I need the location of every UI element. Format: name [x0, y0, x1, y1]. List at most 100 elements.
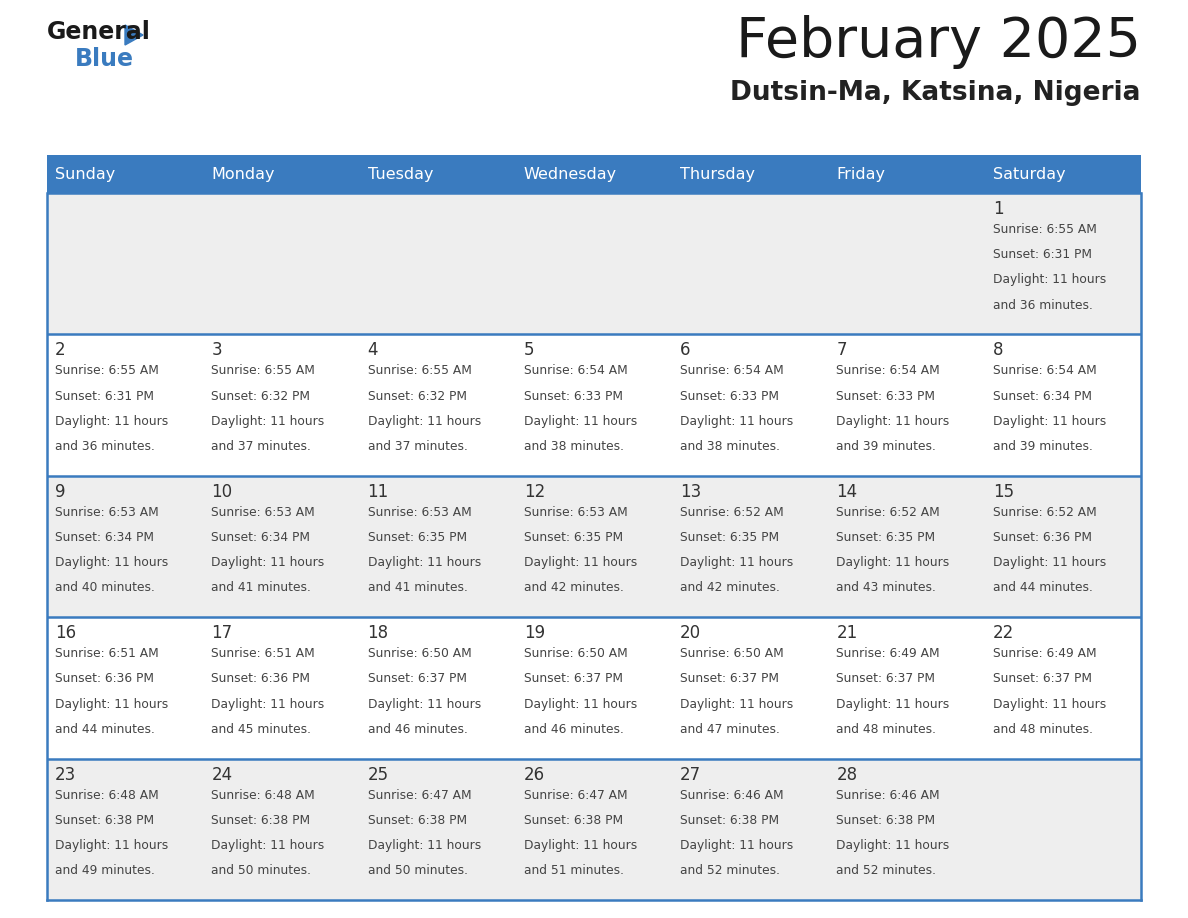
Bar — [48, 758, 203, 900]
Text: and 44 minutes.: and 44 minutes. — [55, 722, 154, 736]
Bar — [985, 193, 1140, 334]
Text: Sunrise: 6:51 AM: Sunrise: 6:51 AM — [55, 647, 159, 660]
Text: Sunrise: 6:50 AM: Sunrise: 6:50 AM — [367, 647, 472, 660]
Text: Monday: Monday — [211, 166, 274, 182]
Text: and 38 minutes.: and 38 minutes. — [681, 440, 781, 453]
Text: Daylight: 11 hours: Daylight: 11 hours — [993, 556, 1106, 569]
Text: Sunset: 6:37 PM: Sunset: 6:37 PM — [681, 672, 779, 686]
Bar — [516, 193, 672, 334]
Text: Daylight: 11 hours: Daylight: 11 hours — [211, 415, 324, 428]
Text: Sunrise: 6:51 AM: Sunrise: 6:51 AM — [211, 647, 315, 660]
Bar — [828, 476, 985, 617]
Text: Sunset: 6:38 PM: Sunset: 6:38 PM — [524, 813, 623, 827]
Text: Daylight: 11 hours: Daylight: 11 hours — [524, 698, 637, 711]
Text: Sunset: 6:38 PM: Sunset: 6:38 PM — [836, 813, 936, 827]
Text: Sunrise: 6:55 AM: Sunrise: 6:55 AM — [367, 364, 472, 377]
Text: Saturday: Saturday — [993, 166, 1066, 182]
Text: and 48 minutes.: and 48 minutes. — [836, 722, 936, 736]
Text: 26: 26 — [524, 766, 545, 784]
Text: and 43 minutes.: and 43 minutes. — [836, 581, 936, 594]
Text: Daylight: 11 hours: Daylight: 11 hours — [993, 274, 1106, 286]
Text: Daylight: 11 hours: Daylight: 11 hours — [836, 839, 949, 852]
Text: Daylight: 11 hours: Daylight: 11 hours — [211, 839, 324, 852]
Text: 14: 14 — [836, 483, 858, 501]
Text: 17: 17 — [211, 624, 233, 643]
Text: February 2025: February 2025 — [737, 15, 1140, 69]
Bar — [203, 193, 360, 334]
Text: Daylight: 11 hours: Daylight: 11 hours — [524, 556, 637, 569]
Polygon shape — [125, 25, 143, 45]
Text: and 42 minutes.: and 42 minutes. — [681, 581, 781, 594]
Bar — [203, 617, 360, 758]
Text: Sunset: 6:38 PM: Sunset: 6:38 PM — [367, 813, 467, 827]
Text: and 42 minutes.: and 42 minutes. — [524, 581, 624, 594]
Bar — [360, 334, 516, 476]
Text: Sunrise: 6:49 AM: Sunrise: 6:49 AM — [993, 647, 1097, 660]
Text: Sunset: 6:32 PM: Sunset: 6:32 PM — [367, 389, 467, 403]
Text: and 48 minutes.: and 48 minutes. — [993, 722, 1093, 736]
Text: Sunrise: 6:53 AM: Sunrise: 6:53 AM — [524, 506, 627, 519]
Text: 18: 18 — [367, 624, 388, 643]
Text: Daylight: 11 hours: Daylight: 11 hours — [367, 556, 481, 569]
Text: Daylight: 11 hours: Daylight: 11 hours — [55, 839, 169, 852]
Text: 11: 11 — [367, 483, 388, 501]
Text: Sunrise: 6:46 AM: Sunrise: 6:46 AM — [836, 789, 940, 801]
Text: 6: 6 — [681, 341, 690, 360]
Bar — [203, 476, 360, 617]
Text: Sunrise: 6:55 AM: Sunrise: 6:55 AM — [993, 223, 1097, 236]
Text: 25: 25 — [367, 766, 388, 784]
Text: and 46 minutes.: and 46 minutes. — [524, 722, 624, 736]
Text: Sunrise: 6:48 AM: Sunrise: 6:48 AM — [211, 789, 315, 801]
Text: Sunrise: 6:46 AM: Sunrise: 6:46 AM — [681, 789, 784, 801]
Text: and 37 minutes.: and 37 minutes. — [211, 440, 311, 453]
Text: 28: 28 — [836, 766, 858, 784]
Text: and 49 minutes.: and 49 minutes. — [55, 864, 154, 878]
Text: 15: 15 — [993, 483, 1013, 501]
Bar — [672, 193, 828, 334]
Text: Sunset: 6:35 PM: Sunset: 6:35 PM — [836, 531, 936, 544]
Text: Thursday: Thursday — [681, 166, 756, 182]
Bar — [516, 476, 672, 617]
Text: Sunset: 6:35 PM: Sunset: 6:35 PM — [367, 531, 467, 544]
Text: Sunset: 6:37 PM: Sunset: 6:37 PM — [367, 672, 467, 686]
Text: and 51 minutes.: and 51 minutes. — [524, 864, 624, 878]
Text: Daylight: 11 hours: Daylight: 11 hours — [55, 556, 169, 569]
Text: Sunset: 6:34 PM: Sunset: 6:34 PM — [211, 531, 310, 544]
Text: 19: 19 — [524, 624, 545, 643]
Text: Daylight: 11 hours: Daylight: 11 hours — [836, 698, 949, 711]
Text: 5: 5 — [524, 341, 535, 360]
Bar — [360, 193, 516, 334]
Text: Daylight: 11 hours: Daylight: 11 hours — [367, 415, 481, 428]
Text: and 39 minutes.: and 39 minutes. — [993, 440, 1093, 453]
Text: Sunset: 6:37 PM: Sunset: 6:37 PM — [993, 672, 1092, 686]
Bar — [985, 617, 1140, 758]
Text: Sunrise: 6:53 AM: Sunrise: 6:53 AM — [55, 506, 159, 519]
Text: 12: 12 — [524, 483, 545, 501]
Bar — [360, 476, 516, 617]
Bar — [985, 758, 1140, 900]
Text: and 37 minutes.: and 37 minutes. — [367, 440, 467, 453]
Bar — [48, 334, 203, 476]
Text: Daylight: 11 hours: Daylight: 11 hours — [367, 698, 481, 711]
Text: Sunset: 6:36 PM: Sunset: 6:36 PM — [993, 531, 1092, 544]
Text: and 40 minutes.: and 40 minutes. — [55, 581, 154, 594]
Text: Sunset: 6:31 PM: Sunset: 6:31 PM — [993, 248, 1092, 262]
Bar — [48, 193, 203, 334]
Text: Daylight: 11 hours: Daylight: 11 hours — [836, 415, 949, 428]
Text: Daylight: 11 hours: Daylight: 11 hours — [993, 698, 1106, 711]
Text: Sunset: 6:34 PM: Sunset: 6:34 PM — [55, 531, 154, 544]
Text: and 52 minutes.: and 52 minutes. — [681, 864, 781, 878]
Text: Wednesday: Wednesday — [524, 166, 617, 182]
Text: 7: 7 — [836, 341, 847, 360]
Text: Sunset: 6:35 PM: Sunset: 6:35 PM — [681, 531, 779, 544]
Text: Tuesday: Tuesday — [367, 166, 434, 182]
Text: Sunrise: 6:54 AM: Sunrise: 6:54 AM — [681, 364, 784, 377]
Text: Sunrise: 6:55 AM: Sunrise: 6:55 AM — [211, 364, 315, 377]
Text: 1: 1 — [993, 200, 1004, 218]
Text: Sunset: 6:37 PM: Sunset: 6:37 PM — [836, 672, 935, 686]
Text: Dutsin-Ma, Katsina, Nigeria: Dutsin-Ma, Katsina, Nigeria — [731, 80, 1140, 106]
Text: and 46 minutes.: and 46 minutes. — [367, 722, 467, 736]
Text: Daylight: 11 hours: Daylight: 11 hours — [211, 556, 324, 569]
Bar — [48, 476, 203, 617]
Text: Sunrise: 6:48 AM: Sunrise: 6:48 AM — [55, 789, 159, 801]
